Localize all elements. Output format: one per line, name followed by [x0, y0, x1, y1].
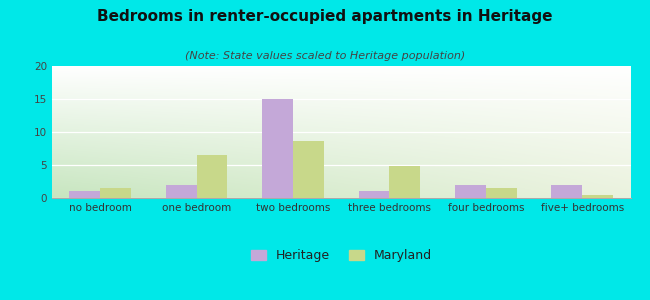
Text: Bedrooms in renter-occupied apartments in Heritage: Bedrooms in renter-occupied apartments i… — [98, 9, 552, 24]
Bar — [359, 191, 389, 198]
Legend: Heritage, Maryland: Heritage, Maryland — [244, 243, 438, 268]
Bar — [166, 185, 196, 198]
Bar — [551, 185, 582, 198]
Bar — [582, 195, 613, 198]
Bar — [100, 188, 131, 198]
Bar — [293, 141, 324, 198]
Bar — [262, 99, 293, 198]
Bar — [455, 185, 486, 198]
Bar — [486, 188, 517, 198]
Text: (Note: State values scaled to Heritage population): (Note: State values scaled to Heritage p… — [185, 51, 465, 61]
Bar — [389, 166, 421, 198]
Bar — [196, 155, 227, 198]
Bar — [70, 191, 100, 198]
